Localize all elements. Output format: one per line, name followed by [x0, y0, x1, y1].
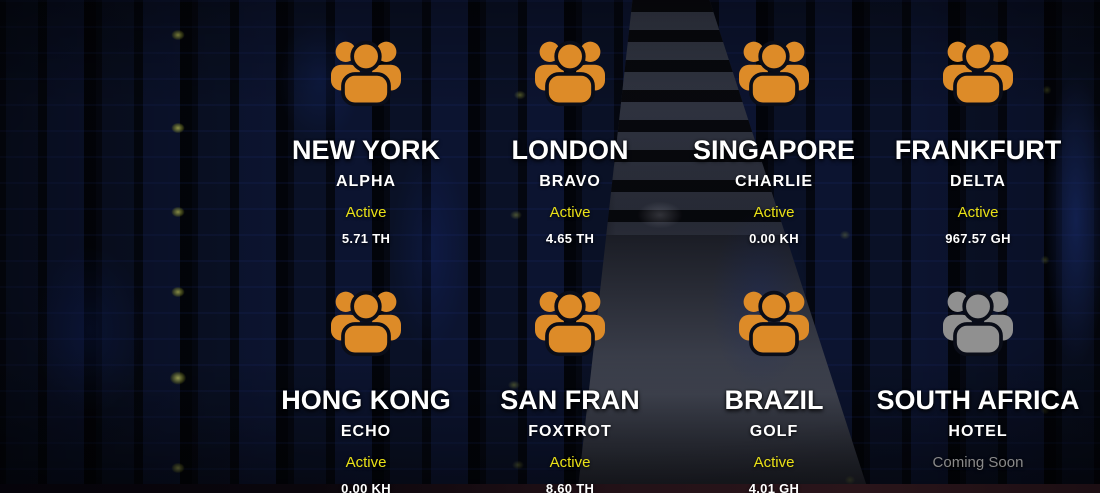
status-label: Active — [345, 204, 387, 221]
cluster-code: ALPHA — [335, 173, 397, 190]
status-label: Active — [345, 454, 387, 471]
users-group-icon — [739, 286, 809, 360]
hashrate-value: 0.00 KH — [749, 231, 799, 246]
cluster-code: CHARLIE — [734, 173, 814, 190]
cluster-code: GOLF — [749, 423, 799, 440]
location-card-new-york[interactable]: NEW YORK ALPHA Active 5.71 TH — [264, 0, 468, 250]
hashrate-value — [876, 482, 1080, 493]
city-name: BRAZIL — [724, 385, 824, 415]
cluster-code: BRAVO — [539, 173, 601, 190]
location-card-hong-kong[interactable]: HONG KONG ECHO Active 0.00 KH — [264, 250, 468, 493]
city-name: NEW YORK — [291, 135, 440, 165]
status-label: Active — [753, 454, 795, 471]
hashrate-value: 4.65 TH — [545, 231, 595, 246]
users-group-icon — [331, 36, 401, 110]
location-card-brazil[interactable]: BRAZIL GOLF Active 4.01 GH — [672, 250, 876, 493]
cluster-code: HOTEL — [948, 423, 1008, 440]
status-label: Active — [549, 454, 591, 471]
city-name: FRANKFURT — [894, 135, 1062, 165]
hashrate-value: 5.71 TH — [341, 231, 391, 246]
city-name: LONDON — [511, 135, 629, 165]
city-name: SINGAPORE — [692, 135, 856, 165]
city-name: HONG KONG — [281, 385, 451, 415]
hashrate-value: 4.01 GH — [748, 481, 800, 493]
hashrate-value: 0.00 KH — [341, 481, 391, 493]
city-name: SOUTH AFRICA — [876, 385, 1080, 415]
cluster-code: FOXTROT — [528, 423, 612, 440]
next-section-edge — [0, 484, 1100, 493]
location-card-frankfurt[interactable]: FRANKFURT DELTA Active 967.57 GH — [876, 0, 1080, 250]
users-group-icon — [535, 286, 605, 360]
cluster-code: ECHO — [340, 423, 392, 440]
users-group-icon — [943, 36, 1013, 110]
locations-grid: NEW YORK ALPHA Active 5.71 TH LONDON BRA — [264, 0, 1080, 493]
status-label: Active — [957, 204, 999, 221]
users-group-icon — [943, 286, 1013, 360]
location-card-south-africa[interactable]: SOUTH AFRICA HOTEL Coming Soon — [876, 250, 1080, 493]
users-group-icon — [535, 36, 605, 110]
status-label: Coming Soon — [932, 454, 1024, 471]
status-label: Active — [549, 204, 591, 221]
city-name: SAN FRAN — [500, 385, 640, 415]
cluster-code: DELTA — [950, 173, 1006, 190]
users-group-icon — [331, 286, 401, 360]
hashrate-value: 967.57 GH — [945, 231, 1011, 246]
location-card-singapore[interactable]: SINGAPORE CHARLIE Active 0.00 KH — [672, 0, 876, 250]
location-card-london[interactable]: LONDON BRAVO Active 4.65 TH — [468, 0, 672, 250]
location-card-san-fran[interactable]: SAN FRAN FOXTROT Active 8.60 TH — [468, 250, 672, 493]
status-label: Active — [753, 204, 795, 221]
users-group-icon — [739, 36, 809, 110]
hashrate-value: 8.60 TH — [545, 481, 595, 493]
